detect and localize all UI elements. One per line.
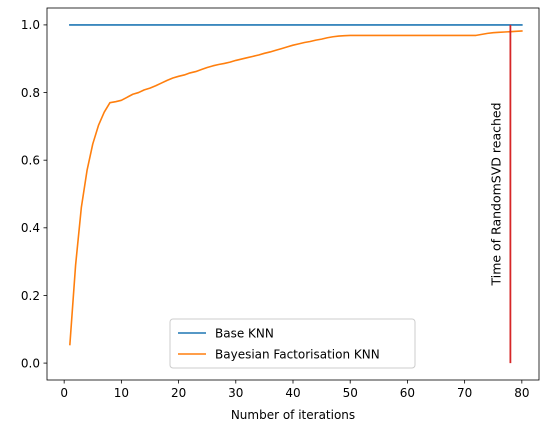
legend-label-1: Bayesian Factorisation KNN [215, 347, 380, 361]
x-tick-label: 60 [400, 386, 415, 400]
y-tick-label: 0.8 [21, 86, 40, 100]
legend-box [169, 318, 416, 369]
y-tick-label: 0.0 [21, 356, 40, 370]
x-tick-label: 70 [457, 386, 472, 400]
y-axis: 0.0 0.2 0.4 0.6 0.8 1.0 [21, 18, 47, 370]
annotation-label: Time of RandomSVD reached [488, 102, 503, 286]
y-tick-label: 0.4 [21, 221, 40, 235]
y-tick-label: 1.0 [21, 18, 40, 32]
x-tick-label: 80 [514, 386, 529, 400]
series-line-1 [69, 30, 523, 346]
annotation-layer: Time of RandomSVD reached [488, 24, 512, 364]
x-tick-label: 40 [285, 386, 300, 400]
legend-label-0: Base KNN [215, 326, 274, 340]
x-axis: 0 10 20 30 40 50 60 70 80 [60, 380, 529, 400]
x-axis-label: Number of iterations [231, 408, 355, 422]
x-tick-label: 50 [343, 386, 358, 400]
x-tick-label: 30 [228, 386, 243, 400]
y-tick-label: 0.2 [21, 289, 40, 303]
series-layer [69, 24, 523, 346]
x-tick-label: 0 [60, 386, 68, 400]
x-tick-label: 20 [171, 386, 186, 400]
y-tick-label: 0.6 [21, 153, 40, 167]
legend: Base KNN Bayesian Factorisation KNN [169, 318, 416, 369]
x-tick-label: 10 [114, 386, 129, 400]
